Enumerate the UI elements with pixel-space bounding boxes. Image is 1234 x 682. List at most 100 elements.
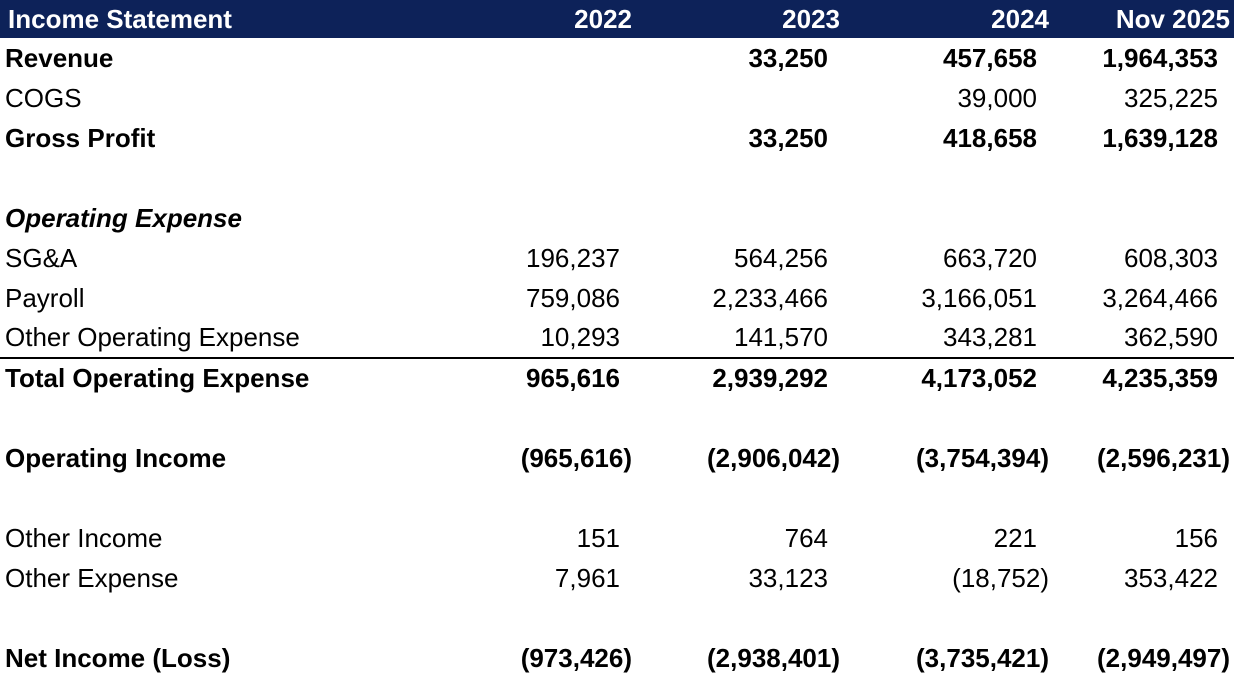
row-label: Revenue <box>5 43 114 74</box>
row-label <box>0 158 426 198</box>
cell-2022 <box>426 398 636 438</box>
cell-2022: (965,616) <box>520 443 632 474</box>
cell-2023 <box>636 78 844 118</box>
cell-2022: 196,237 <box>526 243 620 274</box>
cell-2023 <box>636 198 844 238</box>
cell-2023 <box>636 158 844 198</box>
table-row: Revenue 33,250 457,658 1,964,353 <box>0 38 1234 78</box>
cell-2023: 33,250 <box>748 43 828 74</box>
cell-nov-2025 <box>1053 398 1234 438</box>
cell-2024: 3,166,051 <box>921 283 1037 314</box>
cell-2023: 2,939,292 <box>712 363 828 394</box>
cell-2022: 10,293 <box>426 318 636 359</box>
table-row: Operating Expense <box>0 198 1234 238</box>
table-row <box>0 478 1234 518</box>
cell-nov-2025 <box>1053 158 1234 198</box>
row-label: Operating Expense <box>5 203 242 234</box>
column-header-2023: 2023 <box>782 3 840 34</box>
cell-2024 <box>844 598 1053 638</box>
cell-nov-2025: 4,235,359 <box>1102 363 1218 394</box>
cell-2023: 2,233,466 <box>712 283 828 314</box>
cell-2022: 151 <box>576 523 620 554</box>
row-label: Gross Profit <box>5 123 156 154</box>
cell-nov-2025: 3,264,466 <box>1102 283 1218 314</box>
cell-nov-2025: 353,422 <box>1124 563 1218 594</box>
cell-2024: 457,658 <box>943 43 1037 74</box>
cell-2024 <box>844 398 1053 438</box>
cell-2022: 759,086 <box>526 283 620 314</box>
table-body: Revenue 33,250 457,658 1,964,353 COGS 39… <box>0 38 1234 678</box>
cell-2024: 343,281 <box>844 318 1053 359</box>
table-row: COGS 39,000 325,225 <box>0 78 1234 118</box>
table-header: Income Statement 2022 2023 2024 Nov 2025 <box>0 0 1234 38</box>
row-label: Operating Income <box>5 443 227 474</box>
cell-nov-2025 <box>1053 598 1234 638</box>
table-row: Other Expense 7,961 33,123 (18,752) 353,… <box>0 558 1234 598</box>
row-label: Other Expense <box>5 563 179 594</box>
table-row: SG&A 196,237 564,256 663,720 608,303 <box>0 238 1234 278</box>
table-row: Payroll 759,086 2,233,466 3,166,051 3,26… <box>0 278 1234 318</box>
table-row: Gross Profit 33,250 418,658 1,639,128 <box>0 118 1234 158</box>
cell-2024: 4,173,052 <box>921 363 1037 394</box>
cell-nov-2025: 608,303 <box>1124 243 1218 274</box>
table-row: Operating Income (965,616) (2,906,042) (… <box>0 438 1234 478</box>
cell-2024: 418,658 <box>943 123 1037 154</box>
row-label: Net Income (Loss) <box>5 643 231 674</box>
table-row: Other Income 151 764 221 156 <box>0 518 1234 558</box>
table-title: Income Statement <box>8 3 232 34</box>
cell-2024 <box>844 198 1053 238</box>
table-row: Net Income (Loss) (973,426) (2,938,401) … <box>0 638 1234 678</box>
cell-nov-2025: 362,590 <box>1053 318 1234 359</box>
cell-nov-2025 <box>1053 198 1234 238</box>
row-label: Other Operating Expense <box>0 318 426 359</box>
cell-2024 <box>844 478 1053 518</box>
cell-2023 <box>636 598 844 638</box>
column-header-nov-2025: Nov 2025 <box>1115 3 1230 34</box>
cell-2023: (2,938,401) <box>707 643 840 674</box>
cell-nov-2025: 1,964,353 <box>1102 43 1218 74</box>
cell-2022 <box>426 78 636 118</box>
cell-2024 <box>844 158 1053 198</box>
cell-2024: (3,735,421) <box>916 643 1049 674</box>
table-row <box>0 398 1234 438</box>
cell-2023 <box>636 398 844 438</box>
column-header-2024: 2024 <box>991 3 1049 34</box>
cell-nov-2025: (2,949,497) <box>1097 643 1230 674</box>
cell-2022 <box>426 38 636 78</box>
row-label: Payroll <box>5 283 85 314</box>
cell-2022 <box>426 158 636 198</box>
cell-2023 <box>636 478 844 518</box>
row-label: COGS <box>5 83 82 114</box>
row-label <box>0 478 426 518</box>
cell-2024: 663,720 <box>943 243 1037 274</box>
row-label: SG&A <box>5 243 78 274</box>
cell-2024: (18,752) <box>952 563 1049 594</box>
header-row: Income Statement 2022 2023 2024 Nov 2025 <box>0 0 1234 38</box>
row-label <box>0 398 426 438</box>
cell-2023: 141,570 <box>636 318 844 359</box>
table-row <box>0 158 1234 198</box>
cell-2023: 33,250 <box>748 123 828 154</box>
table-row <box>0 598 1234 638</box>
table-row: Other Operating Expense 10,293 141,570 3… <box>0 318 1234 359</box>
cell-nov-2025: (2,596,231) <box>1097 443 1230 474</box>
table-row: Total Operating Expense 965,616 2,939,29… <box>0 358 1234 398</box>
cell-nov-2025: 1,639,128 <box>1102 123 1218 154</box>
row-label <box>0 598 426 638</box>
cell-2022: 965,616 <box>526 363 620 394</box>
row-label: Total Operating Expense <box>5 363 310 394</box>
cell-2022: 7,961 <box>554 563 620 594</box>
cell-nov-2025 <box>1053 478 1234 518</box>
cell-2023: 33,123 <box>748 563 828 594</box>
cell-2024: (3,754,394) <box>916 443 1049 474</box>
cell-2022 <box>426 478 636 518</box>
column-header-2022: 2022 <box>574 3 632 34</box>
cell-2022 <box>426 598 636 638</box>
cell-2022 <box>426 118 636 158</box>
cell-2022: (973,426) <box>520 643 632 674</box>
cell-2023: 564,256 <box>734 243 828 274</box>
cell-2023: (2,906,042) <box>707 443 840 474</box>
cell-nov-2025: 156 <box>1174 523 1218 554</box>
cell-2023: 764 <box>784 523 828 554</box>
